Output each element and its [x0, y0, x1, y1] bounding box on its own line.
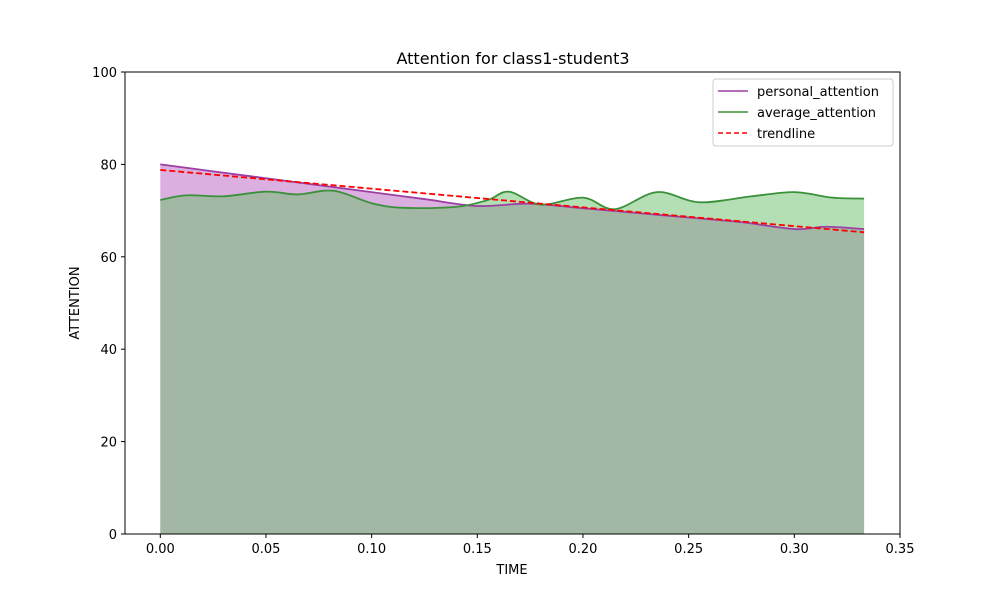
- y-axis-label: ATTENTION: [68, 266, 83, 339]
- y-axis-ticks: 0 20 40 60 80 100: [92, 66, 125, 543]
- x-tick-label: 0.30: [780, 542, 809, 557]
- x-tick-label: 0.25: [674, 542, 703, 557]
- x-tick-label: 0.00: [146, 542, 175, 557]
- y-tick-label: 0: [109, 528, 117, 543]
- y-tick-label: 20: [100, 436, 117, 451]
- y-tick-label: 80: [100, 158, 117, 173]
- line-trendline: [160, 169, 865, 234]
- x-axis-ticks: 0.00 0.05 0.10 0.15 0.20 0.25 0.30 0.35: [146, 534, 915, 557]
- chart-title: Attention for class1-student3: [396, 49, 629, 68]
- plot-frame: [124, 71, 901, 535]
- area-average-attention: [160, 190, 865, 534]
- x-tick-label: 0.35: [886, 542, 915, 557]
- y-tick-label: 40: [100, 343, 117, 358]
- x-tick-label: 0.15: [463, 542, 492, 557]
- series-lines: [160, 163, 865, 234]
- legend-label-personal-attention: personal_attention: [757, 85, 879, 100]
- y-tick-label: 100: [92, 66, 117, 81]
- x-axis-label: TIME: [495, 563, 527, 578]
- y-tick-label: 60: [100, 251, 117, 266]
- x-tick-label: 0.10: [357, 542, 386, 557]
- x-tick-label: 0.20: [569, 542, 598, 557]
- legend-label-trendline: trendline: [757, 127, 815, 142]
- area-fills: [160, 164, 865, 534]
- legend-frame: [712, 78, 894, 147]
- legend: personal_attention average_attention tre…: [712, 78, 894, 147]
- legend-label-average-attention: average_attention: [757, 106, 876, 121]
- x-tick-label: 0.05: [251, 542, 280, 557]
- line-average-attention: [160, 189, 865, 211]
